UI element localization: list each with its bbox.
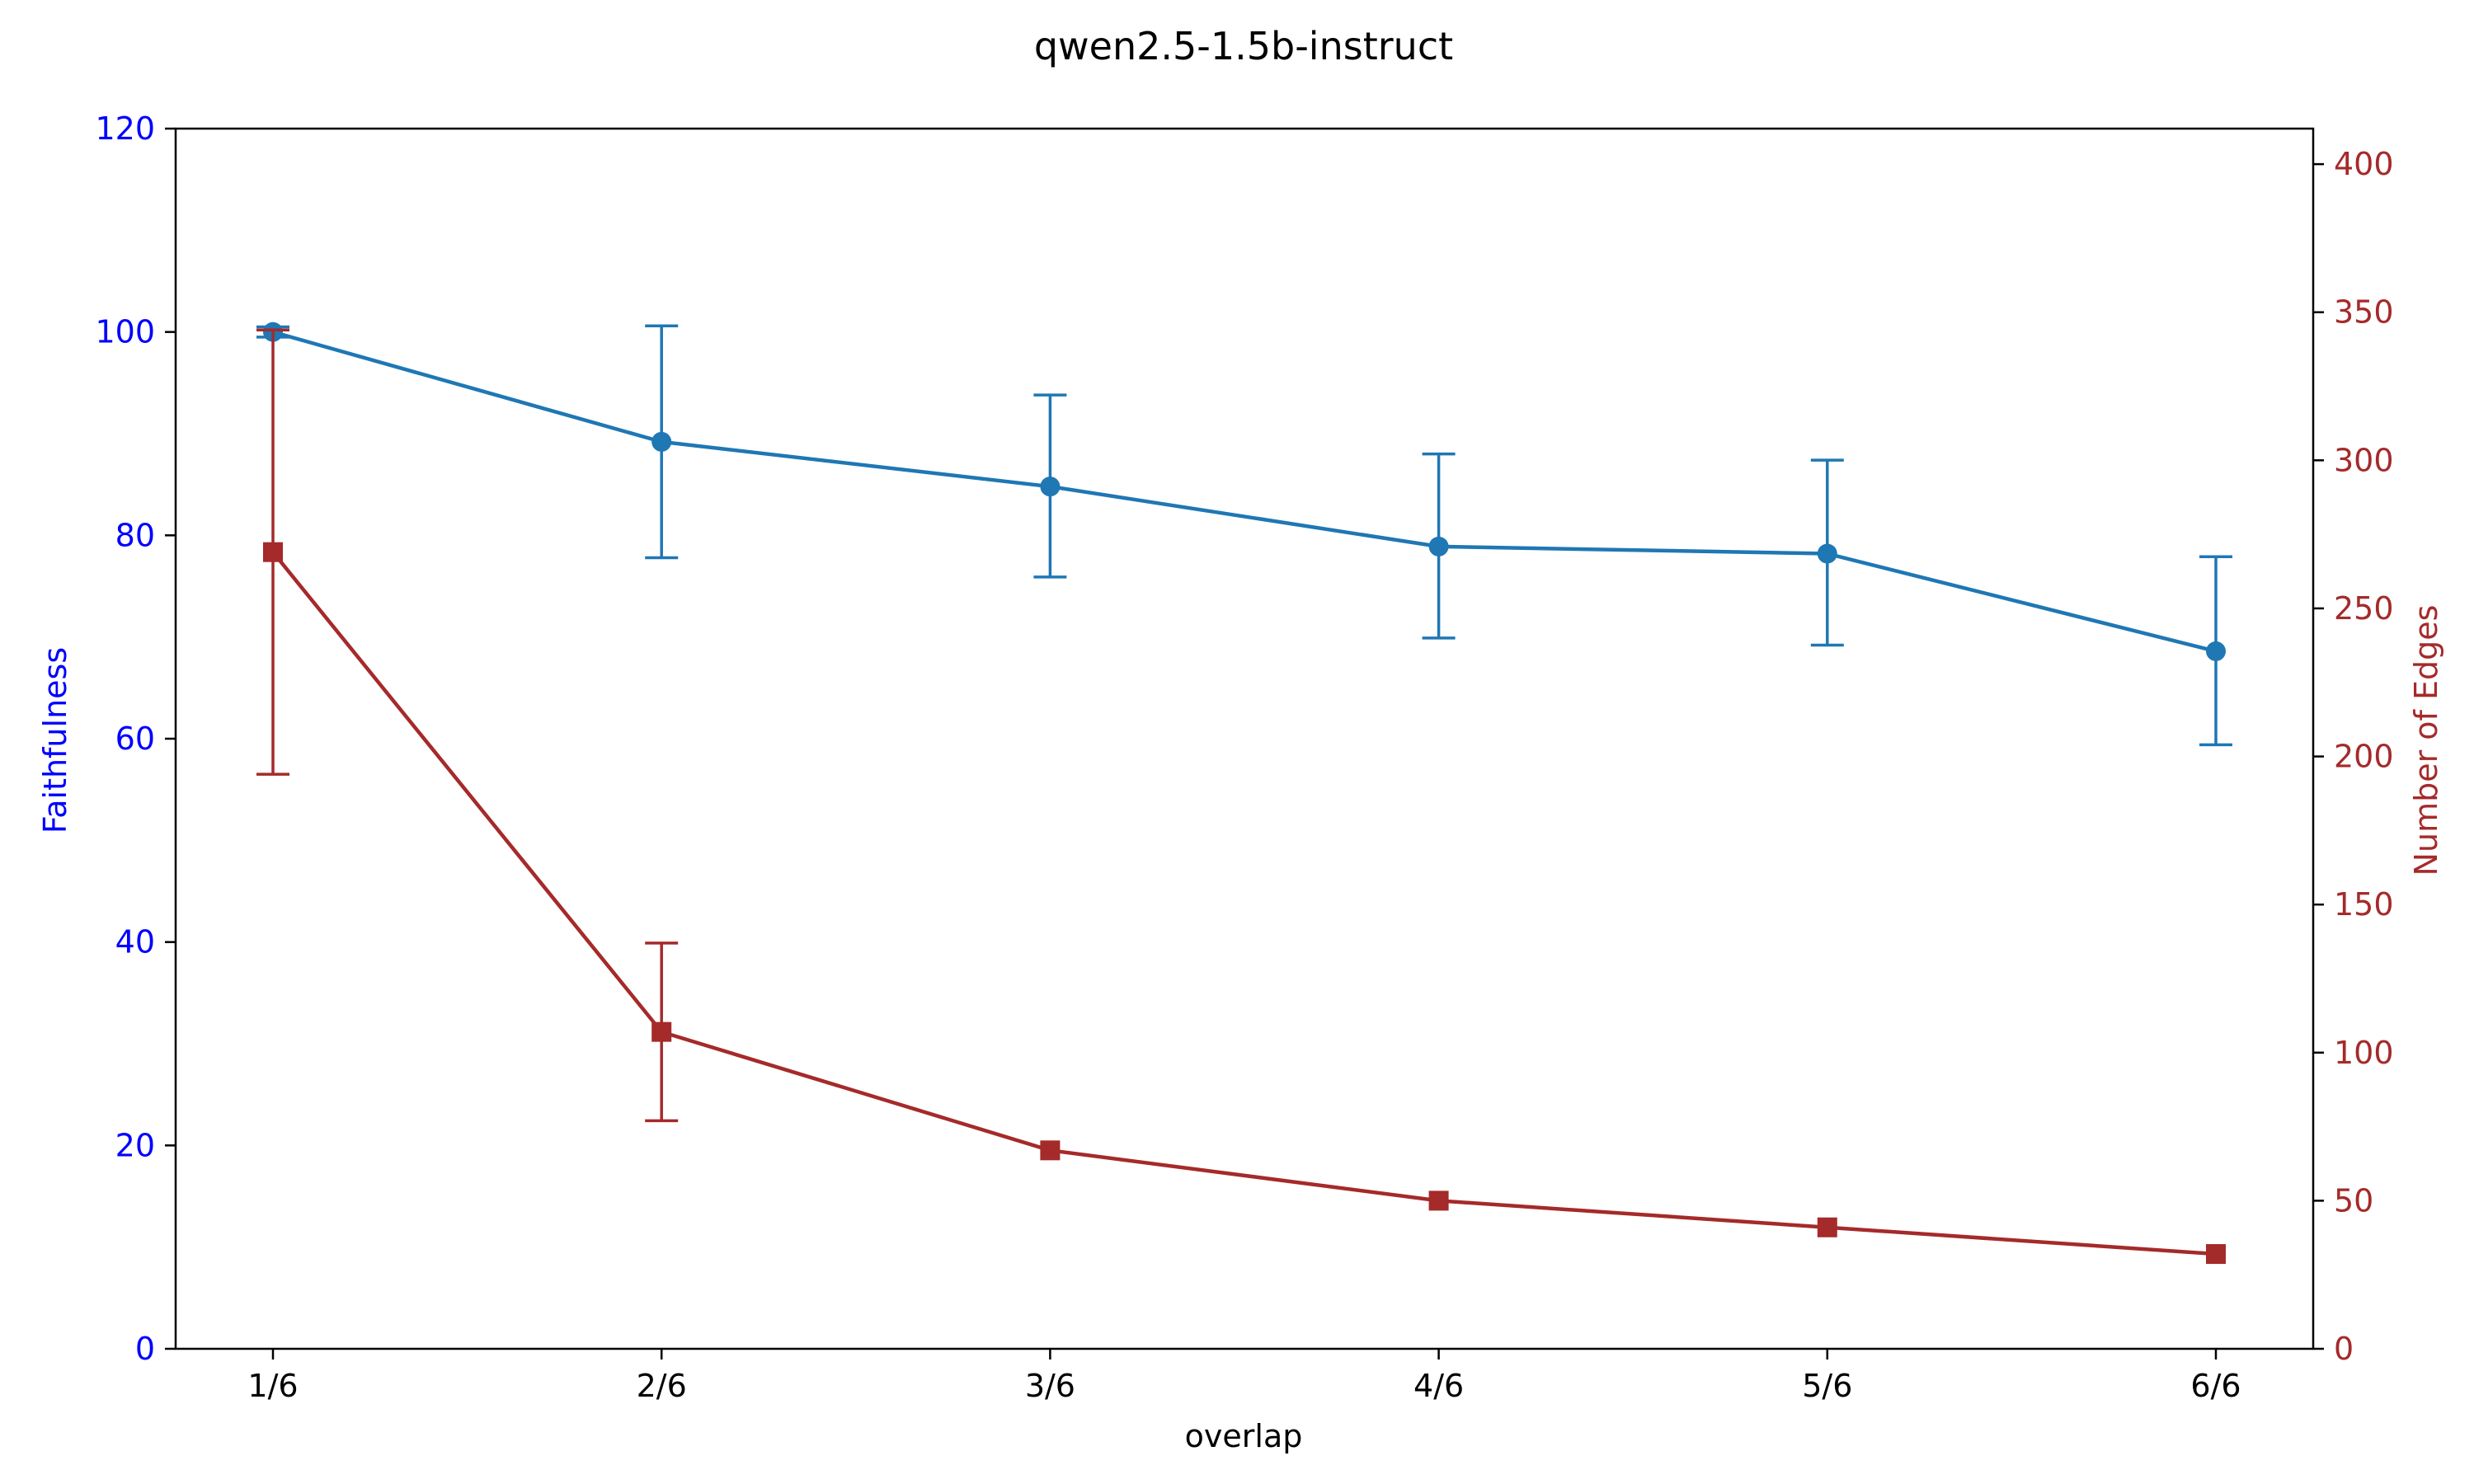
x-tick-label: 4/6 — [1413, 1368, 1464, 1404]
y-right-tick-label: 50 — [2334, 1182, 2373, 1219]
series-0-point — [1428, 536, 1449, 556]
series-1-point — [2206, 1244, 2226, 1265]
x-tick-label: 5/6 — [1802, 1368, 1852, 1404]
y-right-tick-label: 300 — [2334, 442, 2394, 478]
x-axis-label: overlap — [1185, 1418, 1303, 1454]
x-tick-label: 6/6 — [2190, 1368, 2241, 1404]
y-left-tick-label: 60 — [115, 721, 155, 757]
y-left-tick-label: 120 — [95, 110, 155, 147]
series-0-point — [2206, 641, 2226, 661]
y-left-tick-label: 20 — [115, 1127, 155, 1163]
y-right-tick-label: 350 — [2334, 294, 2394, 331]
series-0-point — [1040, 477, 1061, 497]
y-right-tick-label: 0 — [2334, 1331, 2354, 1367]
y-right-tick-label: 400 — [2334, 146, 2394, 182]
series-1-point — [1817, 1217, 1837, 1237]
x-tick-label: 2/6 — [637, 1368, 687, 1404]
y-left-tick-label: 40 — [115, 924, 155, 960]
y-right-tick-label: 100 — [2334, 1035, 2394, 1071]
y-left-tick-label: 0 — [135, 1331, 155, 1367]
series-0-point — [651, 431, 672, 452]
y-axis-right-label: Number of Edges — [2408, 605, 2444, 876]
series-1-line — [271, 551, 2217, 1256]
series-0-point — [1817, 543, 1837, 564]
y-left-tick-label: 80 — [115, 517, 155, 553]
series-1-point — [651, 1021, 672, 1042]
series-1-point — [1428, 1190, 1449, 1211]
y-left-tick-label: 100 — [95, 314, 155, 350]
y-right-tick-label: 150 — [2334, 886, 2394, 923]
chart-title: qwen2.5-1.5b-instruct — [1034, 24, 1453, 68]
x-tick-label: 1/6 — [247, 1368, 298, 1404]
y-right-tick-label: 250 — [2334, 590, 2394, 627]
series-1-point — [263, 542, 283, 562]
y-right-tick-label: 200 — [2334, 739, 2394, 775]
x-tick-label: 3/6 — [1025, 1368, 1075, 1404]
y-axis-left-label: Faithfulness — [37, 647, 73, 834]
series-0-line — [272, 330, 2217, 654]
plot-frame — [174, 127, 2315, 1350]
series-1-point — [1040, 1140, 1061, 1161]
